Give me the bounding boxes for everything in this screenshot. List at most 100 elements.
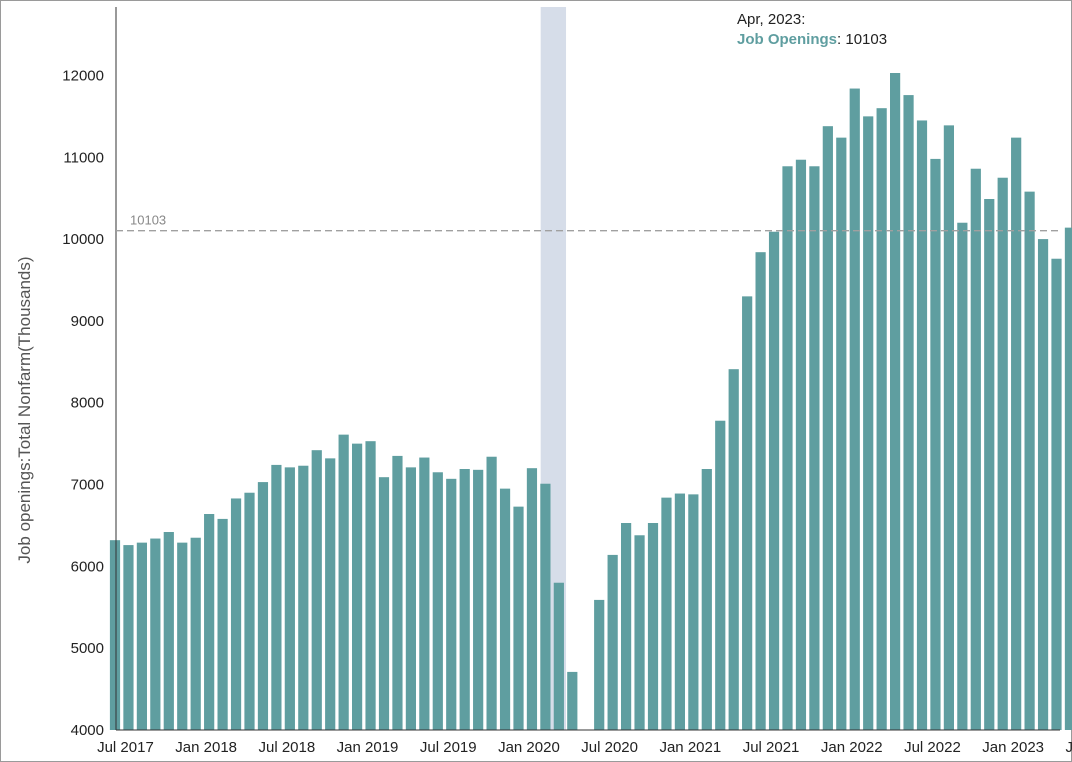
bar	[177, 542, 188, 730]
bar	[1011, 137, 1022, 731]
bar	[755, 252, 766, 730]
y-tick-label: 7000	[71, 477, 104, 494]
bar	[836, 137, 847, 731]
axes-layer: 4000 5000 6000 7000 8000 9000 10000 11000 12000 J…	[62, 7, 1072, 756]
bar	[876, 108, 887, 730]
tooltip-series: Job Openings	[737, 31, 837, 48]
bar	[701, 469, 712, 730]
bar	[782, 166, 793, 731]
x-tick-label: Jul 2018	[258, 739, 315, 756]
bar	[540, 483, 551, 730]
bar	[284, 467, 295, 730]
y-tick-label: 12000	[62, 67, 104, 84]
x-tick-label: Jul 2022	[904, 739, 961, 756]
reference-line-label: 10103	[130, 213, 166, 228]
bar	[365, 441, 376, 730]
bar	[513, 506, 524, 730]
x-tick-label: Jan 2023	[982, 739, 1044, 756]
y-tick-label: 8000	[71, 395, 104, 412]
bar	[217, 518, 228, 730]
bar	[311, 450, 322, 730]
bar	[405, 467, 416, 730]
bar	[244, 492, 255, 730]
bar	[957, 222, 968, 730]
bar	[661, 497, 672, 730]
bar	[257, 482, 269, 730]
x-tick-label: Jan 2019	[337, 739, 399, 756]
bar	[795, 159, 807, 730]
bar	[1037, 239, 1049, 730]
bar	[715, 420, 726, 730]
x-tick-label: Jan 2021	[659, 739, 721, 756]
y-tick-label: 9000	[71, 313, 104, 330]
bar	[499, 488, 511, 730]
y-tick-label: 4000	[71, 722, 104, 739]
bar	[419, 457, 430, 730]
bar	[446, 478, 457, 730]
y-tick-label: 5000	[71, 640, 104, 657]
bar	[890, 73, 901, 730]
bar	[473, 469, 484, 730]
bar	[822, 126, 833, 730]
bar	[809, 166, 820, 731]
tooltip-line: Job Openings: 10103	[737, 31, 887, 48]
bar	[930, 158, 941, 731]
bar	[621, 523, 632, 730]
bar	[459, 469, 470, 730]
x-tick-label: Jul 2020	[581, 739, 638, 756]
bar	[109, 540, 121, 730]
bar	[486, 456, 497, 730]
bar	[298, 465, 309, 730]
x-tick-label: Jul 2021	[743, 739, 800, 756]
bar	[204, 514, 215, 730]
bar	[230, 498, 242, 730]
bar	[863, 116, 874, 730]
bar	[768, 231, 780, 730]
bar	[352, 443, 363, 730]
bar	[526, 468, 538, 730]
bar	[674, 493, 685, 730]
x-tick-label: Jan 2018	[175, 739, 237, 756]
bar	[688, 494, 699, 730]
bar	[150, 538, 161, 730]
bar	[647, 523, 659, 730]
y-axis-label: Job openings:Total Nonfarm(Thousands)	[15, 256, 34, 563]
bar	[997, 177, 1008, 730]
bar	[943, 125, 954, 730]
x-tick-label: Jan 2020	[498, 739, 560, 756]
bar	[728, 369, 739, 730]
tooltip-date: Apr, 2023:	[737, 11, 805, 28]
bar	[634, 535, 645, 730]
bar	[378, 477, 390, 730]
bar	[190, 537, 201, 730]
bar	[338, 434, 349, 730]
bar	[849, 88, 860, 730]
bar	[432, 472, 443, 730]
bar	[594, 599, 605, 730]
bar	[392, 455, 403, 730]
bar	[903, 95, 914, 730]
x-tick-label: Jul 2019	[420, 739, 477, 756]
y-tick-label: 11000	[63, 149, 104, 166]
bar	[567, 671, 578, 730]
bar	[123, 545, 134, 730]
y-tick-label: 10000	[62, 231, 104, 248]
bars-layer	[109, 73, 1072, 731]
bar	[163, 532, 174, 730]
bar	[271, 464, 282, 730]
bar	[1051, 258, 1062, 730]
y-tick-label: 6000	[71, 558, 104, 575]
x-tick-label: Jul 2023	[1065, 739, 1072, 756]
bar	[984, 199, 995, 730]
bar	[1024, 191, 1035, 731]
bar	[607, 554, 618, 730]
reference-line-layer: 10103	[116, 213, 1060, 232]
x-tick-label: Jul 2017	[97, 739, 154, 756]
bar	[553, 582, 564, 730]
bar	[970, 168, 981, 730]
bar	[325, 458, 336, 730]
bar	[916, 120, 928, 731]
bar	[1064, 227, 1072, 731]
x-tick-label: Jan 2022	[821, 739, 883, 756]
